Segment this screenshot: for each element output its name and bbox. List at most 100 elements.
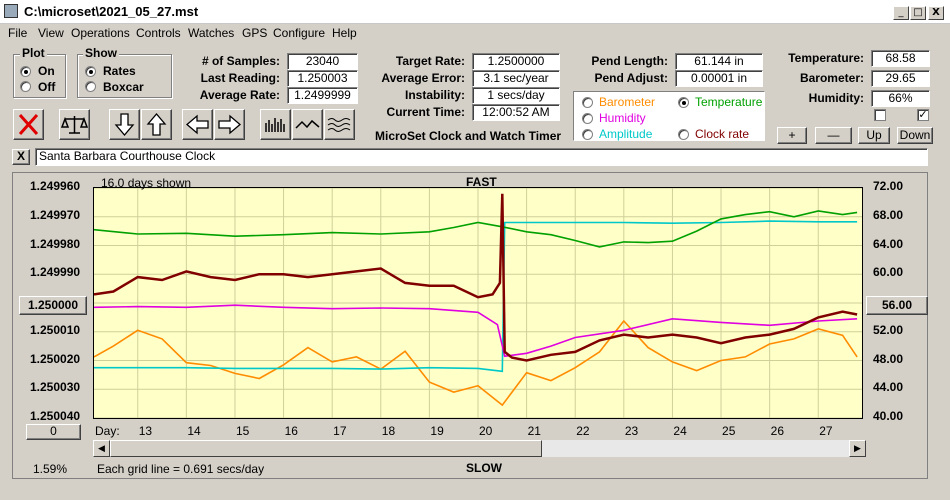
average-error-label: Average Error: (381, 71, 465, 85)
overlay-humidity-radio[interactable] (582, 113, 593, 124)
day-tick-label: 20 (479, 424, 493, 438)
up-button[interactable]: Up (858, 127, 890, 144)
menu-help[interactable]: Help (332, 26, 357, 40)
arrow-left-button[interactable] (182, 109, 213, 140)
arrow-down-button[interactable] (109, 109, 140, 140)
right-tick-label: 48.00 (873, 351, 904, 366)
arrow-up-button[interactable] (141, 109, 172, 140)
left-tick-label: 1.249980 (30, 236, 81, 251)
menu-controls[interactable]: Controls (136, 26, 181, 40)
menu-operations[interactable]: Operations (71, 26, 130, 40)
overlay-options-panel (573, 91, 765, 141)
menu-configure[interactable]: Configure (273, 26, 326, 40)
right-tick-label: 72.00 (873, 179, 904, 193)
line-view-button[interactable] (292, 109, 323, 140)
bars-view-button[interactable] (260, 109, 291, 140)
scroll-thumb[interactable] (110, 440, 542, 457)
overlay-clockrate-radio[interactable] (678, 129, 689, 140)
clock-name-input[interactable]: Santa Barbara Courthouse Clock (35, 148, 928, 166)
pend-adjust-value[interactable]: 0.00001 in (675, 70, 763, 87)
clear-data-button[interactable] (13, 109, 44, 140)
center-sensor-button[interactable]: 56.00 (866, 296, 928, 315)
average-rate-label: Average Rate: (199, 88, 280, 102)
arrow-right-button[interactable] (214, 109, 245, 140)
series-barometer (94, 319, 858, 407)
offset-button[interactable]: 0 (26, 424, 81, 440)
arrow-down-icon (114, 113, 135, 137)
chart-frame (12, 172, 928, 479)
day-tick-label: 26 (770, 424, 784, 438)
window-title: C:\microset\2021_05_27.mst (24, 4, 199, 19)
average-rate-value: 1.2499999 (287, 87, 358, 104)
rate-chart (94, 188, 862, 418)
samples-value: 23040 (287, 53, 358, 70)
last-reading-value: 1.250003 (287, 70, 358, 87)
plus-button[interactable]: + (777, 127, 807, 144)
overlay-barometer-label: Barometer (599, 95, 656, 109)
arrow-left-icon (185, 114, 209, 135)
overlay-amplitude-radio[interactable] (582, 129, 593, 140)
plot-off-label: Off (38, 80, 56, 94)
target-rate-value[interactable]: 1.2500000 (472, 53, 560, 70)
minus-button[interactable]: — (815, 127, 852, 144)
overlay-temperature-label: Temperature (695, 95, 763, 109)
wave-view-button[interactable] (324, 109, 355, 140)
scroll-left-button[interactable]: ◀ (93, 440, 110, 457)
menu-file[interactable]: File (8, 26, 28, 40)
plot-on-radio[interactable] (20, 66, 31, 77)
slow-label: SLOW (466, 461, 502, 475)
day-tick-label: 13 (138, 424, 153, 438)
show-group-title: Show (83, 46, 119, 60)
minimize-button[interactable]: _ (893, 6, 909, 20)
menu-view[interactable]: View (38, 26, 64, 40)
overlay-clockrate-label: Clock rate (695, 127, 750, 141)
percent-label: 1.59% (33, 462, 68, 476)
day-tick-label: 24 (673, 424, 687, 438)
scroll-right-button[interactable]: ▶ (849, 440, 866, 457)
day-tick-label: 15 (235, 424, 250, 438)
grid-note-label: Each grid line = 0.691 secs/day (97, 462, 265, 476)
show-rates-radio[interactable] (85, 66, 96, 77)
right-tick-label: 64.00 (873, 236, 904, 251)
left-tick-label: 1.249990 (30, 265, 81, 280)
left-tick-label: 1.250020 (30, 351, 81, 366)
barometer-label: Barometer: (799, 71, 864, 85)
title-bar (0, 0, 950, 24)
target-rate-label: Target Rate: (395, 54, 465, 68)
clear-name-button[interactable]: X (12, 149, 30, 165)
day-tick-label: 21 (527, 424, 541, 438)
arrow-up-icon (146, 112, 167, 136)
close-button[interactable]: X (928, 6, 944, 20)
last-reading-label: Last Reading: (200, 71, 280, 85)
down-button[interactable]: Down (897, 127, 933, 144)
day-tick-label: 16 (284, 424, 298, 438)
show-boxcar-radio[interactable] (85, 81, 96, 92)
day-tick-label: 17 (333, 424, 347, 438)
series-humidity (94, 304, 858, 358)
day-tick-label: 23 (624, 424, 639, 438)
right-checkbox[interactable]: ✓ (917, 109, 929, 121)
average-error-value: 3.1 sec/year (472, 70, 560, 87)
maximize-button[interactable]: □ (910, 6, 926, 20)
red-x-icon (18, 113, 39, 136)
show-group (77, 54, 172, 98)
humidity-value: 66% (871, 90, 930, 107)
left-checkbox[interactable] (874, 109, 886, 121)
temperature-label: Temperature: (788, 51, 864, 65)
overlay-humidity-label: Humidity (599, 111, 646, 125)
balance-button[interactable] (59, 109, 90, 140)
overlay-barometer-radio[interactable] (582, 97, 593, 108)
left-tick-label: 1.250040 (30, 409, 81, 423)
current-time-label: Current Time: (386, 105, 465, 119)
pend-length-value: 61.144 in (675, 53, 763, 70)
day-axis-label: Day: (95, 424, 120, 438)
overlay-temperature-radio[interactable] (678, 97, 689, 108)
pend-adjust-label: Pend Adjust: (594, 71, 668, 85)
menu-gps[interactable]: GPS (242, 26, 268, 40)
left-tick-label: 1.249960 (30, 179, 81, 193)
plot-off-radio[interactable] (20, 81, 31, 92)
menu-watches[interactable]: Watches (188, 26, 235, 40)
right-tick-label: 68.00 (873, 207, 904, 222)
instability-label: Instability: (404, 88, 465, 102)
center-rate-button[interactable]: 1.250000 (19, 296, 87, 315)
